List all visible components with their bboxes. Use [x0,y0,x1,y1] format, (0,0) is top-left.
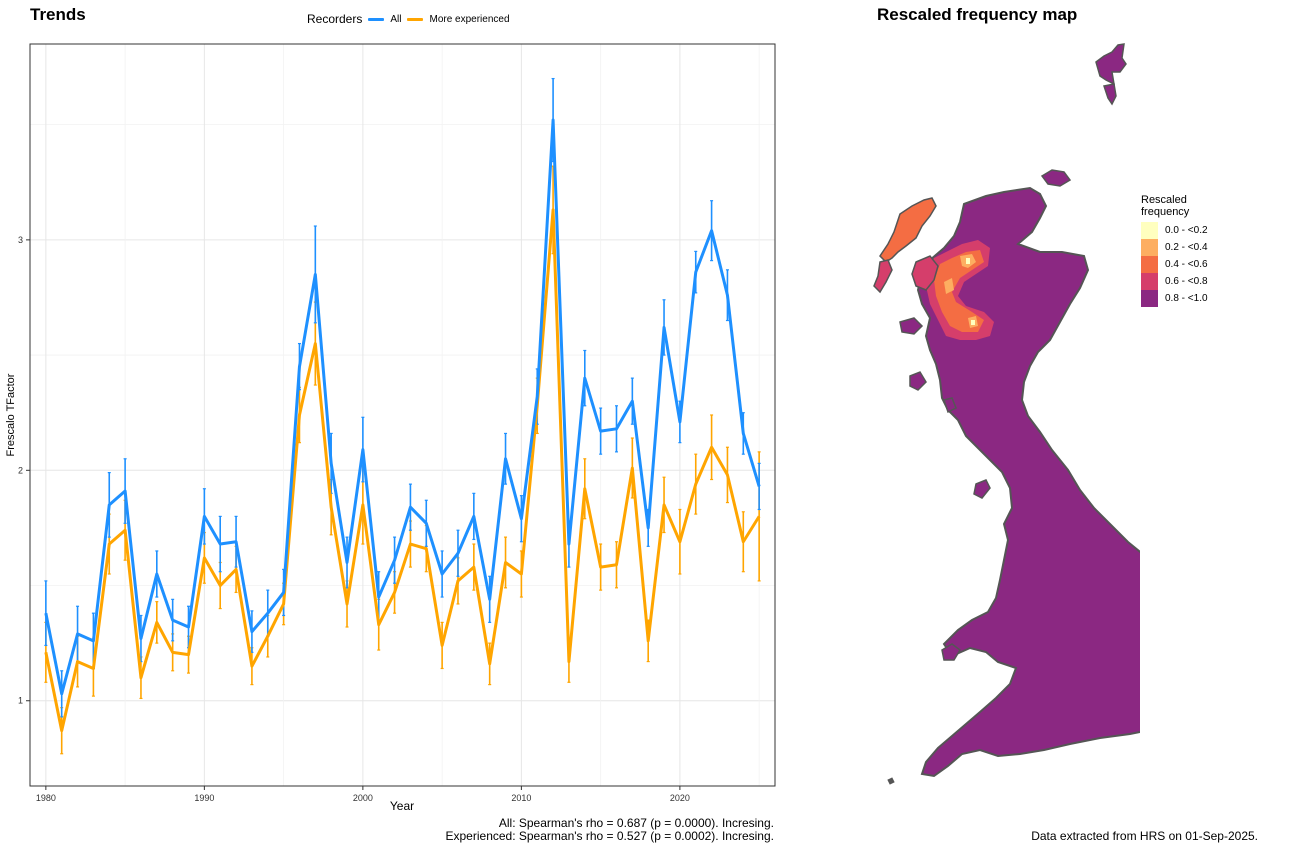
map-region-skye [911,255,939,291]
map-legend-label: 0.8 - <1.0 [1165,293,1208,304]
map-region-uist [873,259,893,294]
y-axis-label: Frescalo TFactor [5,373,17,456]
legend-label-experienced: More experienced [429,13,510,25]
x-tick-label: 2000 [353,793,373,803]
map-legend-swatch [1141,273,1158,290]
map-region-shetland [1095,43,1127,86]
map-region-orkney [1040,169,1072,187]
legend-swatch-experienced [407,17,424,21]
legend-label-all: All [390,13,402,25]
map-region-scilly [887,777,895,785]
data-source-note: Data extracted from HRS on 01-Sep-2025. [1031,829,1258,843]
x-tick-label: 1980 [36,793,56,803]
series-line-all [44,118,761,696]
x-tick-label: 1990 [194,793,214,803]
y-tick-label: 1 [18,696,23,706]
map-region-west-highlands-mid [934,250,984,332]
map-legend-title-line2: frequency [1141,206,1190,218]
map-legend-item: 0.4 - <0.6 [1141,256,1208,273]
map-legend: Rescaled frequency 0.0 - <0.2 0.2 - <0.4 0… [1141,194,1208,307]
map-legend-item: 0.0 - <0.2 [1141,222,1208,239]
plot-frame [29,43,776,787]
map-legend-swatch [1141,222,1158,239]
map-region-arran [943,397,957,414]
legend-swatch-all [368,17,385,21]
map-region-outer-hebrides [879,197,937,263]
map-legend-item: 0.6 - <0.8 [1141,273,1208,290]
map-legend-label: 0.4 - <0.6 [1165,259,1208,270]
map-legend-swatch [1141,290,1158,307]
x-axis-label: Year [390,799,414,813]
x-tick-label: 2020 [670,793,690,803]
map-legend-title: Rescaled frequency [1141,194,1208,218]
map-region-anglesey [941,643,961,661]
series-line-experienced [44,208,761,733]
legend-title: Recorders [307,12,363,26]
trends-legend: Recorders All More experienced [307,12,510,26]
map-region-mull [899,317,924,335]
map-legend-label: 0.6 - <0.8 [1165,276,1208,287]
trends-chart: 1980 1990 2000 2010 2020 1 2 3 Year Frescalo TF… [5,43,776,813]
trend-statistics: All: Spearman's rho = 0.687 (p = 0.0000)… [446,817,775,843]
map-region-isle-of-man [973,479,991,499]
map-legend-label: 0.0 - <0.2 [1165,225,1208,236]
x-tick-label: 2010 [511,793,531,803]
map-legend-item: 0.2 - <0.4 [1141,239,1208,256]
stats-experienced: Experienced: Spearman's rho = 0.527 (p =… [445,829,775,843]
map-legend-item: 0.8 - <1.0 [1141,290,1208,307]
y-tick-label: 3 [18,235,23,245]
map-title: Rescaled frequency map [877,5,1078,24]
stats-all: All: Spearman's rho = 0.687 (p = 0.0000)… [498,816,774,830]
map-region-islay [909,371,927,391]
map-legend-label: 0.2 - <0.4 [1165,242,1208,253]
map-legend-swatch [1141,239,1158,256]
trends-title: Trends [30,5,86,24]
map-legend-swatch [1141,256,1158,273]
y-tick-label: 2 [18,465,23,475]
frequency-map [873,43,1140,785]
map-region-shetland-south [1103,83,1117,106]
map-legend-title-line1: Rescaled [1141,194,1187,206]
